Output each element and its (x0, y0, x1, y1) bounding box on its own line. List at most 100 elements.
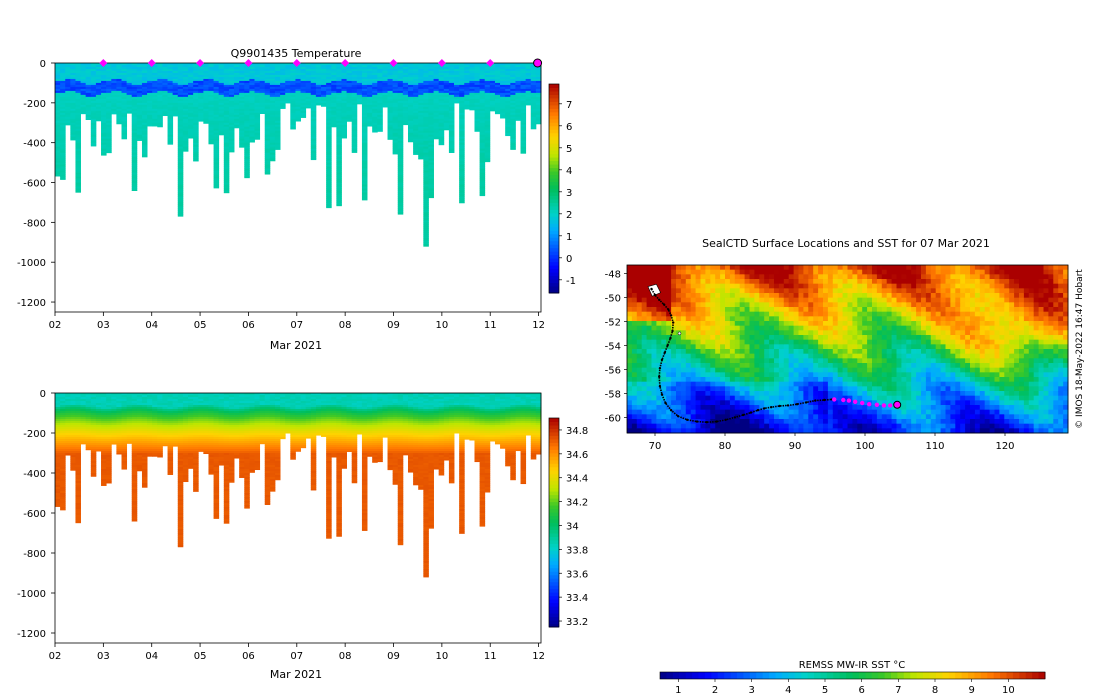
section-cell (341, 136, 347, 139)
section-cell (469, 78, 475, 82)
section-cell (85, 431, 92, 434)
section-cell (372, 98, 378, 102)
section-cell (70, 96, 76, 100)
section-cell (177, 429, 184, 432)
section-cell (423, 68, 429, 72)
section-cell (535, 86, 542, 90)
section-cell (397, 178, 404, 181)
section-cell (346, 98, 353, 102)
section-cell (60, 495, 66, 498)
section-cell (90, 393, 97, 396)
section-cell (290, 68, 296, 72)
section-cell (249, 118, 255, 122)
section-cell (131, 519, 138, 522)
section-cell (310, 118, 317, 122)
section-cell (55, 403, 61, 406)
section-cell (433, 110, 440, 114)
section-cell (172, 90, 179, 94)
colorbar-segment (549, 139, 559, 144)
section-cell (75, 497, 81, 500)
section-cell (177, 465, 184, 468)
section-cell (147, 100, 153, 104)
section-cell (167, 100, 174, 104)
section-cell (85, 397, 92, 400)
section-cell (152, 425, 158, 428)
section-cell (223, 76, 230, 80)
section-cell (321, 63, 327, 66)
section-cell (203, 94, 209, 98)
section-cell (111, 72, 117, 76)
section-cell (223, 110, 230, 114)
section-cell (530, 64, 537, 68)
section-cell (65, 403, 71, 406)
section-cell (448, 96, 455, 100)
colorbar-segment (549, 111, 559, 116)
section-cell (136, 455, 143, 458)
section-cell (182, 132, 189, 136)
section-cell (413, 114, 419, 118)
section-cell (90, 403, 97, 406)
section-cell (387, 82, 394, 86)
section-cell (157, 435, 163, 438)
section-cell (55, 72, 61, 76)
section-cell (448, 150, 455, 153)
section-cell (346, 90, 353, 94)
section-cell (407, 88, 414, 92)
section-cell (321, 64, 327, 68)
section-cell (70, 106, 76, 110)
section-cell (121, 441, 128, 444)
section-cell (198, 94, 204, 98)
section-cell (126, 94, 133, 98)
section-cell (106, 449, 112, 452)
section-cell (95, 84, 102, 88)
section-cell (177, 431, 184, 434)
section-cell (331, 106, 337, 110)
section-cell (198, 66, 204, 70)
section-cell (198, 76, 204, 80)
section-cell (418, 76, 424, 80)
section-cell (361, 70, 368, 74)
section-cell (116, 451, 122, 454)
section-cell (428, 190, 434, 193)
section-cell (428, 63, 434, 66)
section-cell (326, 142, 332, 146)
section-cell (479, 108, 486, 112)
section-cell (75, 104, 81, 108)
section-cell (172, 427, 179, 430)
section-cell (60, 80, 66, 84)
section-cell (274, 68, 281, 72)
section-cell (106, 425, 112, 428)
section-cell (172, 96, 179, 100)
section-cell (101, 154, 107, 156)
section-cell (75, 417, 81, 420)
section-cell (418, 102, 424, 106)
section-cell (438, 128, 445, 132)
section-cell (55, 158, 61, 162)
section-cell (264, 134, 271, 138)
section-cell (494, 102, 501, 106)
section-cell (126, 92, 133, 96)
section-cell (428, 110, 434, 114)
section-cell (264, 122, 271, 126)
section-cell (310, 70, 317, 74)
section-cell (418, 116, 424, 120)
section-cell (530, 72, 537, 76)
section-cell (193, 96, 199, 100)
section-cell (510, 144, 516, 148)
section-cell (361, 134, 368, 138)
section-cell (264, 154, 271, 158)
y-tick-label: -800 (23, 218, 46, 229)
colorbar-segment (549, 258, 559, 263)
section-cell (111, 405, 117, 408)
section-cell (479, 146, 486, 150)
section-cell (336, 104, 342, 108)
section-cell (525, 82, 532, 86)
section-cell (90, 74, 97, 78)
section-cell (116, 92, 122, 96)
section-cell (157, 108, 163, 112)
section-cell (290, 116, 296, 120)
section-cell (106, 409, 112, 412)
section-cell (141, 485, 148, 488)
section-cell (152, 72, 158, 76)
section-cell (290, 80, 296, 84)
